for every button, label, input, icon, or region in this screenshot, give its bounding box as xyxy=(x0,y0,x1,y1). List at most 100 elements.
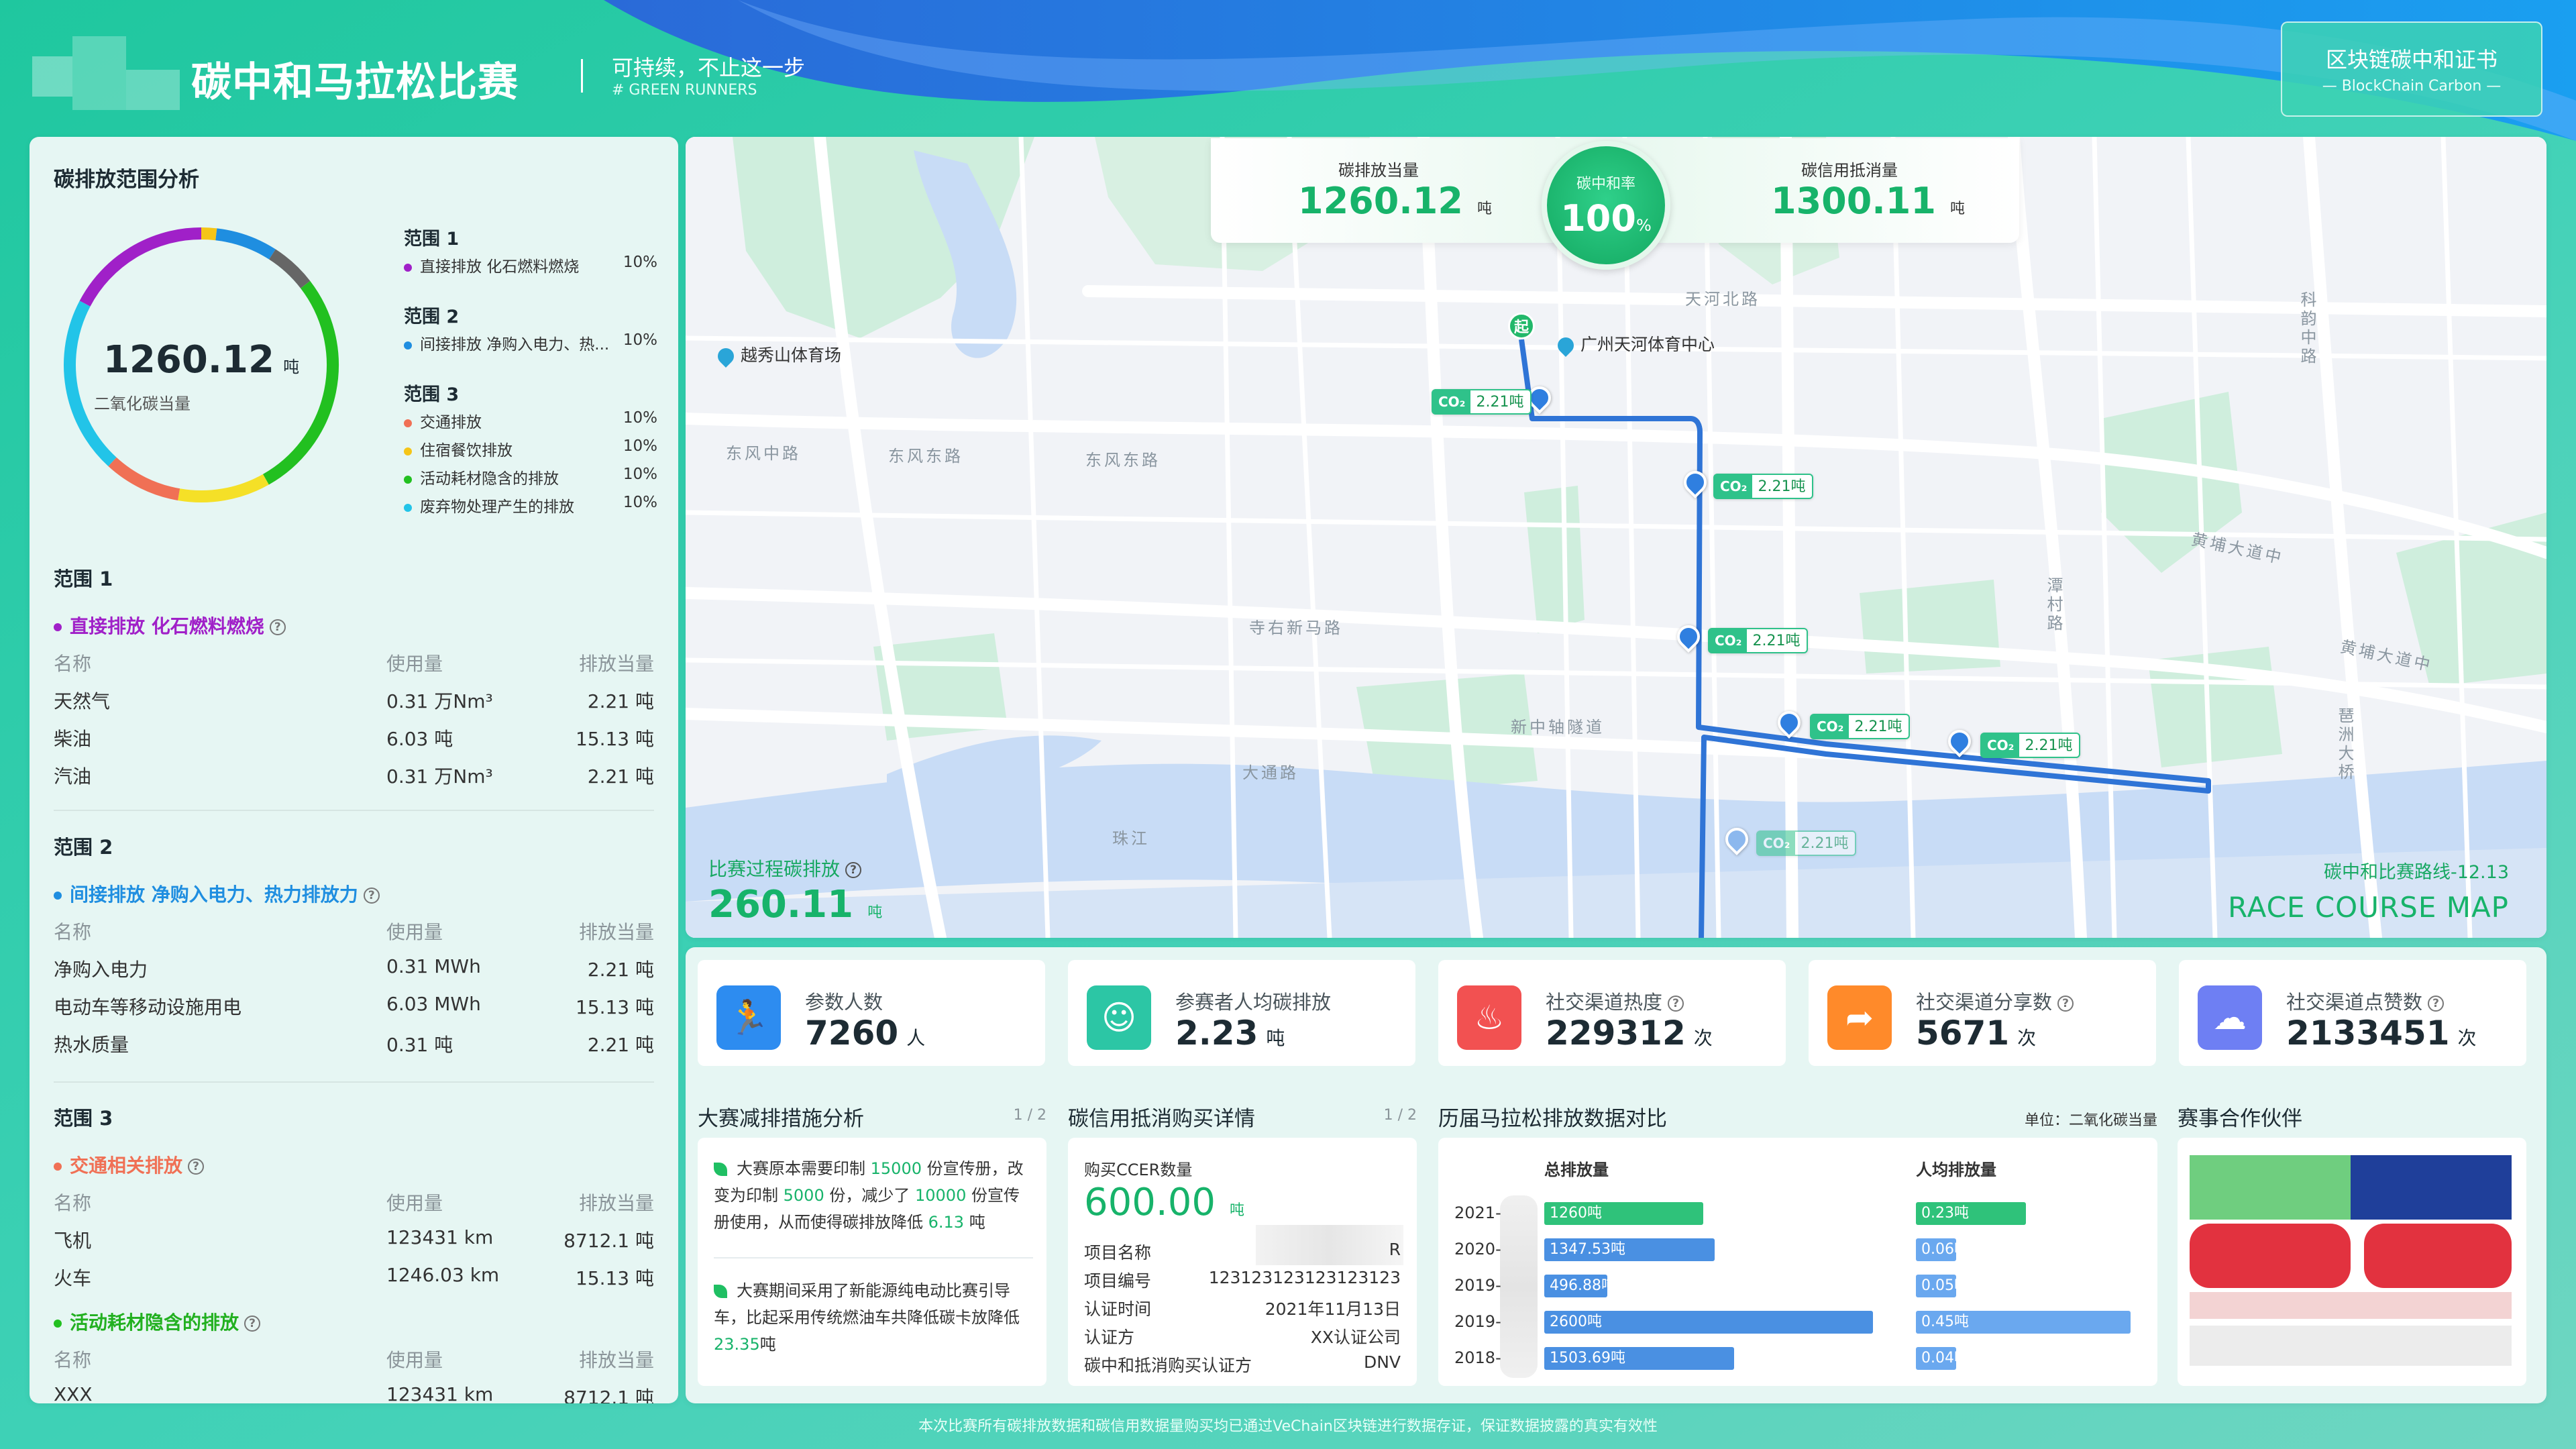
scope-analysis-title: 碳排放范围分析 xyxy=(54,168,199,192)
map-label: 东风东路 xyxy=(888,447,963,466)
kpi-label: 参数人数 xyxy=(805,991,883,1014)
table-row: 电动车等移动设施用电 6.03 MWh 15.13 吨 xyxy=(54,993,654,1018)
legend-item: 住宿餐饮排放 10% xyxy=(404,437,657,460)
co2-tag[interactable]: CO₂ 2.21吨 xyxy=(1810,714,1911,739)
total-bar[interactable]: 1503.69吨 xyxy=(1544,1347,1735,1370)
scope1-section: 范围 1 直接排放 化石燃料燃烧? 名称 使用量 排放当量 天然气 0.31 万… xyxy=(54,564,654,818)
kpi-label: 社交渠道热度? xyxy=(1546,987,1684,1015)
partner-logo[interactable] xyxy=(2190,1326,2512,1366)
partner-logo[interactable] xyxy=(2190,1292,2512,1319)
avg-bar[interactable]: 0.23吨 xyxy=(1916,1202,2026,1225)
table-row: 飞机 123431 km 8712.1 吨 xyxy=(54,1226,654,1252)
location-icon xyxy=(1554,334,1577,357)
co2-tag[interactable]: CO₂ 2.21吨 xyxy=(1980,733,2081,758)
kpi-label: 社交渠道点赞数? xyxy=(2286,987,2445,1015)
table-row: 净购入电力 0.31 MWh 2.21 吨 xyxy=(54,955,654,981)
kpi-card[interactable]: ➦ 社交渠道分享数? 5671 次 xyxy=(1809,960,2156,1066)
cert-sub: — BlockChain Carbon — xyxy=(2322,78,2502,95)
cert-badge[interactable]: 区块链碳中和证书 — BlockChain Carbon — xyxy=(2281,21,2542,117)
ccer-unit: 吨 xyxy=(1230,1202,1245,1219)
co2-tag[interactable]: CO₂ 2.21吨 xyxy=(1432,389,1532,415)
total-bar[interactable]: 2600吨 xyxy=(1544,1311,1873,1334)
help-icon[interactable]: ? xyxy=(1668,996,1684,1012)
help-icon[interactable]: ? xyxy=(2428,996,2445,1012)
logo-placeholder xyxy=(32,30,186,117)
help-icon[interactable]: ? xyxy=(269,619,286,635)
slogan-en: # GREEN RUNNERS xyxy=(612,82,757,99)
kpi-card[interactable]: ♨ 社交渠道热度? 229312 次 xyxy=(1438,960,1786,1066)
measure-item: 大赛原本需要印制 15000 份宣传册，改变为印制 5000 份，减少了 100… xyxy=(714,1159,1024,1232)
avg-bar[interactable]: 0.06吨 xyxy=(1916,1238,1969,1261)
co2-tag[interactable]: CO₂ 2.21吨 xyxy=(1756,830,1857,856)
map-title: RACE COURSE MAP xyxy=(2228,891,2509,924)
credit-title: 碳信用抵消购买详情 xyxy=(1068,1107,1255,1131)
credit-pager[interactable]: 1 / 2 xyxy=(1383,1107,1417,1124)
map-label: 天河北路 xyxy=(1685,290,1760,309)
co2-tag[interactable]: CO₂ 2.21吨 xyxy=(1713,474,1814,499)
credit-row: 碳中和抵消购买认证方 DNV xyxy=(1084,1352,1401,1375)
map-label: 寺右新马路 xyxy=(1249,619,1343,637)
avg-bar[interactable]: 0.04吨 xyxy=(1916,1347,1969,1370)
neutral-rate-circle: 碳中和率 100% xyxy=(1542,141,1670,270)
donut-segment xyxy=(79,227,202,307)
table-header: 名称 使用量 排放当量 xyxy=(54,1349,654,1371)
credit-row: 项目编号 123123123123123123 xyxy=(1084,1268,1401,1291)
partners-title: 赛事合作伙伴 xyxy=(2178,1107,2302,1131)
leaf-icon xyxy=(714,1285,727,1298)
help-icon[interactable]: ? xyxy=(845,862,862,878)
redacted-block xyxy=(1256,1225,1403,1265)
kpi-value: 5671 次 xyxy=(1916,1014,2037,1053)
table-header: 名称 使用量 排放当量 xyxy=(54,921,654,943)
total-label: 总排放量 xyxy=(1544,1161,1609,1179)
kpi-card[interactable]: ☁ 社交渠道点赞数? 2133451 次 xyxy=(2179,960,2526,1066)
poi-yuexiu[interactable]: 越秀山体育场 xyxy=(714,342,841,368)
avg-bar[interactable]: 0.45吨 xyxy=(1916,1311,2131,1334)
emission-label: 碳排放当量 xyxy=(1338,161,1419,180)
help-icon[interactable]: ? xyxy=(363,888,380,904)
start-marker[interactable]: 起 xyxy=(1508,313,1535,339)
title-divider xyxy=(581,59,583,93)
legend-item: 交通排放 10% xyxy=(404,409,657,432)
footer-note: 本次比赛所有碳排放数据和碳信用数据量购买均已通过VeChain区块链进行数据存证… xyxy=(918,1418,1658,1435)
help-icon[interactable]: ? xyxy=(2057,996,2074,1012)
history-unit: 单位：二氧化碳当量 xyxy=(2024,1112,2157,1129)
history-bar-chart: 2021- 1260吨 0.23吨 2020- 1347.53吨 0.06吨 2019- 49… xyxy=(1438,1138,2157,1386)
offset-label: 碳信用抵消量 xyxy=(1801,161,1898,180)
partner-logo[interactable] xyxy=(2190,1155,2351,1220)
share-icon: ➦ xyxy=(1827,985,1892,1050)
partner-logo[interactable] xyxy=(2190,1224,2351,1288)
table-row: 天然气 0.31 万Nm³ 2.21 吨 xyxy=(54,690,654,712)
measures-pager[interactable]: 1 / 2 xyxy=(1013,1107,1046,1124)
legend-item: 活动耗材隐含的排放 10% xyxy=(404,466,657,488)
offset-value: 1300.11 xyxy=(1771,180,1936,222)
offset-unit: 吨 xyxy=(1950,201,1966,217)
help-icon[interactable]: ? xyxy=(244,1316,261,1332)
total-bar[interactable]: 1347.53吨 xyxy=(1544,1238,1715,1261)
avg-bar[interactable]: 0.05吨 xyxy=(1916,1275,1969,1297)
help-icon[interactable]: ? xyxy=(188,1159,205,1175)
slogan: 可持续，不止这一步 xyxy=(612,55,806,80)
total-bar[interactable]: 496.88吨 xyxy=(1544,1275,1616,1297)
donut-segment xyxy=(108,457,180,500)
partners-section: 赛事合作伙伴 xyxy=(2178,1097,2526,1393)
race-map-panel[interactable]: 东风中路 东风东路 东风东路 天河北路 黄埔大道中 黄埔大道中 寺右新马路 新中… xyxy=(686,137,2546,938)
history-section: 历届马拉松排放数据对比 单位：二氧化碳当量 总排放量 人均排放量 2021- 12… xyxy=(1438,1097,2157,1393)
donut-label: 二氧化碳当量 xyxy=(94,394,191,413)
kpi-card[interactable]: 🏃 参数人数 7260 人 xyxy=(698,960,1045,1066)
leaf-icon xyxy=(714,1163,727,1176)
partner-logo[interactable] xyxy=(2364,1224,2512,1288)
legend-item: 直接排放 化石燃料燃烧 10% xyxy=(404,254,657,276)
table-header: 名称 使用量 排放当量 xyxy=(54,1192,654,1214)
kpi-value: 229312 次 xyxy=(1546,1014,1713,1053)
partner-logo[interactable] xyxy=(2351,1155,2512,1220)
co2-tag[interactable]: CO₂ 2.21吨 xyxy=(1708,628,1809,653)
scope1-sub: 直接排放 化石燃料燃烧? xyxy=(54,612,286,639)
year-label: 2019- xyxy=(1454,1276,1501,1295)
rate-value: 100 xyxy=(1560,197,1636,239)
map-label: 东风中路 xyxy=(726,444,801,463)
total-bar[interactable]: 1260吨 xyxy=(1544,1202,1704,1225)
kpi-card[interactable]: ☺ 参赛者人均碳排放 2.23 吨 xyxy=(1068,960,1415,1066)
poi-tianhe[interactable]: 广州天河体育中心 xyxy=(1554,331,1715,357)
donut-unit: 吨 xyxy=(283,358,300,376)
process-emission-label: 比赛过程碳排放? xyxy=(708,855,862,881)
